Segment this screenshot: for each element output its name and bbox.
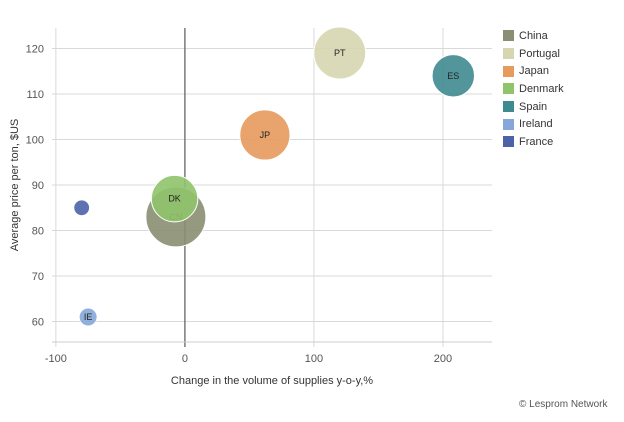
bubble-label-ireland: IE xyxy=(84,312,93,322)
legend-label: Portugal xyxy=(519,47,560,60)
legend-swatch xyxy=(503,83,514,95)
legend-label: France xyxy=(519,135,554,148)
y-tick-label: 70 xyxy=(32,271,44,283)
legend-label: Spain xyxy=(519,100,548,113)
legend-label: Japan xyxy=(519,65,549,78)
legend-item-spain[interactable]: Spain xyxy=(503,98,564,116)
x-tick-label: 0 xyxy=(182,353,188,365)
x-tick-label: 200 xyxy=(434,353,452,365)
legend-item-portugal[interactable]: Portugal xyxy=(503,45,564,63)
legend-swatch xyxy=(503,136,514,148)
bubble-ireland[interactable] xyxy=(78,307,98,327)
legend-item-ireland[interactable]: Ireland xyxy=(503,115,564,133)
bubble-denmark[interactable] xyxy=(150,174,199,223)
bubble-label-spain: ES xyxy=(447,71,459,81)
legend: China Portugal Japan Denmark Spain Ireland Fra… xyxy=(503,27,564,151)
legend-swatch xyxy=(503,65,514,77)
legend-item-france[interactable]: France xyxy=(503,133,564,151)
bubble-label-portugal: PT xyxy=(334,48,346,58)
bubble-france[interactable] xyxy=(73,199,91,217)
y-tick-label: 60 xyxy=(32,317,44,329)
legend-swatch xyxy=(503,118,514,130)
credit-text: © Lesprom Network xyxy=(519,399,608,410)
axes: 60 70 80 90 100 110 120 -100 0 100 200 xyxy=(26,43,492,365)
y-tick-label: 120 xyxy=(26,43,44,55)
y-tick-label: 110 xyxy=(26,89,44,101)
y-tick-label: 80 xyxy=(32,226,44,238)
x-tick-label: -100 xyxy=(45,353,67,365)
legend-swatch xyxy=(503,30,514,42)
legend-label: Denmark xyxy=(519,82,564,95)
legend-item-japan[interactable]: Japan xyxy=(503,62,564,80)
grid-lines xyxy=(52,28,492,347)
y-tick-label: 90 xyxy=(32,180,44,192)
x-tick-label: 100 xyxy=(305,353,323,365)
bubble-portugal[interactable] xyxy=(313,26,367,80)
y-tick-label: 100 xyxy=(26,134,44,146)
legend-label: Ireland xyxy=(519,118,553,131)
bubble-japan[interactable] xyxy=(239,109,291,161)
bubble-label-japan: JP xyxy=(260,130,271,140)
bubble-label-denmark: DK xyxy=(168,194,181,204)
legend-item-denmark[interactable]: Denmark xyxy=(503,80,564,98)
legend-swatch xyxy=(503,101,514,113)
bubbles: CNPTJPDKESIE xyxy=(73,26,476,327)
x-axis-title: Change in the volume of supplies y-o-y,% xyxy=(171,375,373,387)
bubble-spain[interactable] xyxy=(431,54,476,98)
legend-item-china[interactable]: China xyxy=(503,27,564,45)
y-axis-title: Average price per ton, $US xyxy=(9,119,21,251)
legend-label: China xyxy=(519,29,548,42)
legend-swatch xyxy=(503,48,514,60)
